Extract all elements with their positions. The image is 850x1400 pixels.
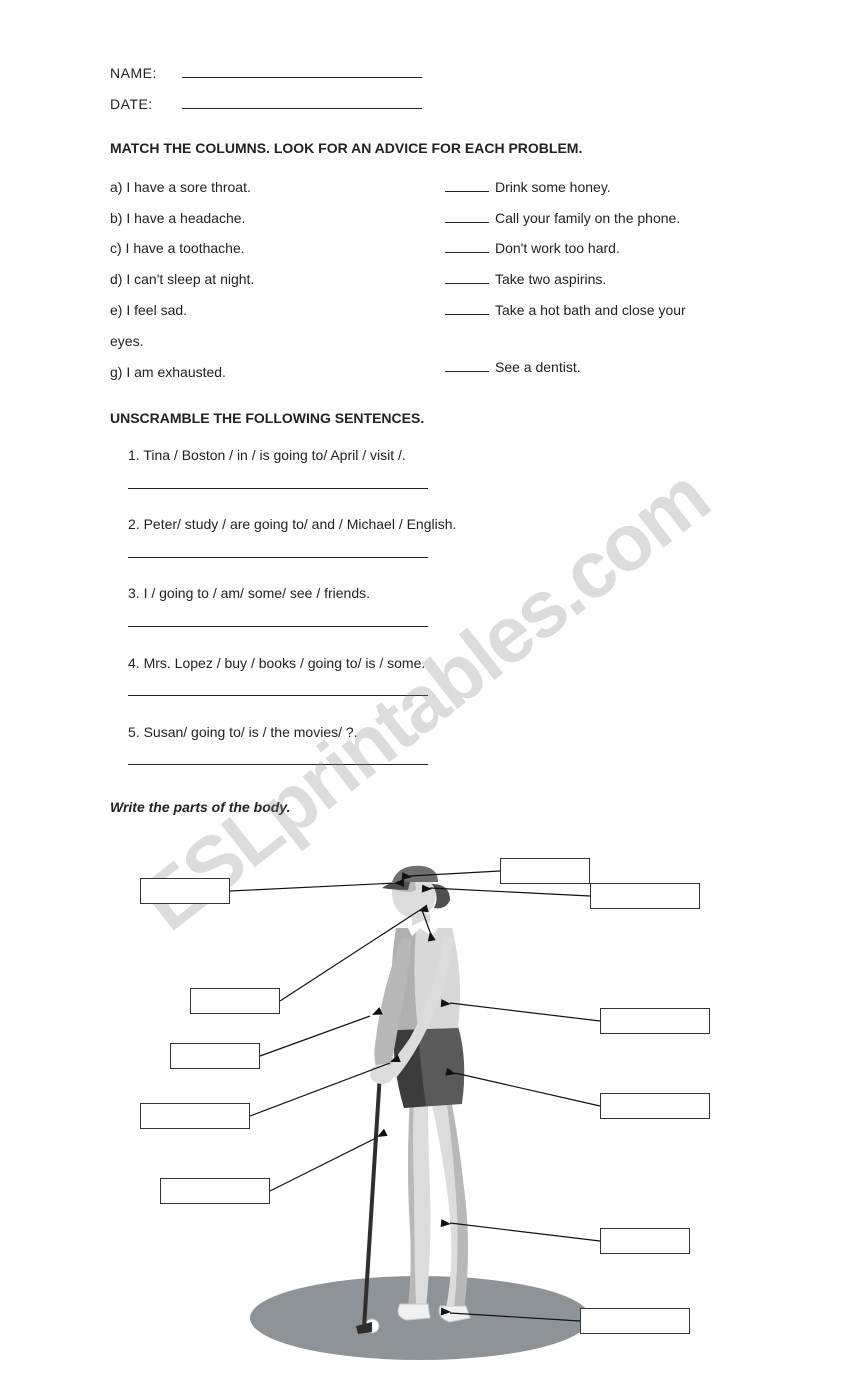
body-part-label-box[interactable] bbox=[170, 1043, 260, 1069]
unscramble-item: 2. Peter/ study / are going to/ and / Mi… bbox=[128, 511, 750, 572]
body-part-label-box[interactable] bbox=[580, 1308, 690, 1334]
answer-line[interactable] bbox=[128, 755, 428, 765]
match-left-item: g) I am exhausted. bbox=[110, 357, 415, 388]
match-left-item: e) I feel sad. bbox=[110, 295, 415, 326]
body-part-label-box[interactable] bbox=[140, 878, 230, 904]
body-part-label-box[interactable] bbox=[140, 1103, 250, 1129]
answer-blank[interactable] bbox=[445, 305, 489, 315]
date-label: DATE: bbox=[110, 91, 170, 118]
body-part-label-box[interactable] bbox=[600, 1093, 710, 1119]
match-left-item: eyes. bbox=[110, 326, 415, 357]
name-row: NAME: bbox=[110, 60, 750, 87]
answer-blank[interactable] bbox=[445, 274, 489, 284]
body-part-label-box[interactable] bbox=[500, 858, 590, 884]
date-blank-line[interactable] bbox=[182, 97, 422, 109]
name-blank-line[interactable] bbox=[182, 66, 422, 78]
answer-blank[interactable] bbox=[445, 362, 489, 372]
name-label: NAME: bbox=[110, 60, 170, 87]
date-row: DATE: bbox=[110, 91, 750, 118]
match-left-item: d) I can't sleep at night. bbox=[110, 264, 415, 295]
section2-title: UNSCRAMBLE THE FOLLOWING SENTENCES. bbox=[110, 405, 750, 432]
match-right-item: Take a hot bath and close your bbox=[445, 295, 750, 326]
answer-blank[interactable] bbox=[445, 182, 489, 192]
match-right-item: Call your family on the phone. bbox=[445, 203, 750, 234]
body-part-label-box[interactable] bbox=[590, 883, 700, 909]
answer-line[interactable] bbox=[128, 686, 428, 696]
answer-line[interactable] bbox=[128, 479, 428, 489]
match-right-item: See a dentist. bbox=[445, 352, 750, 383]
match-right-item: Don't work too hard. bbox=[445, 233, 750, 264]
answer-blank[interactable] bbox=[445, 243, 489, 253]
match-columns: a) I have a sore throat. b) I have a hea… bbox=[110, 172, 750, 388]
answer-line[interactable] bbox=[128, 548, 428, 558]
body-diagram bbox=[110, 828, 750, 1368]
unscramble-item: 5. Susan/ going to/ is / the movies/ ?. bbox=[128, 719, 750, 780]
body-part-label-box[interactable] bbox=[600, 1228, 690, 1254]
match-right-col: Drink some honey. Call your family on th… bbox=[445, 172, 750, 388]
section3-title: Write the parts of the body. bbox=[110, 794, 750, 821]
section1-title: MATCH THE COLUMNS. LOOK FOR AN ADVICE FO… bbox=[110, 135, 750, 162]
answer-blank[interactable] bbox=[445, 213, 489, 223]
body-part-label-box[interactable] bbox=[160, 1178, 270, 1204]
match-left-item: b) I have a headache. bbox=[110, 203, 415, 234]
match-right-item bbox=[445, 326, 750, 353]
match-left-item: a) I have a sore throat. bbox=[110, 172, 415, 203]
match-left-item: c) I have a toothache. bbox=[110, 233, 415, 264]
body-part-label-box[interactable] bbox=[600, 1008, 710, 1034]
match-right-item: Drink some honey. bbox=[445, 172, 750, 203]
match-right-item: Take two aspirins. bbox=[445, 264, 750, 295]
unscramble-item: 1. Tina / Boston / in / is going to/ Apr… bbox=[128, 442, 750, 503]
unscramble-item: 4. Mrs. Lopez / buy / books / going to/ … bbox=[128, 650, 750, 711]
unscramble-item: 3. I / going to / am/ some/ see / friend… bbox=[128, 580, 750, 641]
answer-line[interactable] bbox=[128, 617, 428, 627]
body-part-label-box[interactable] bbox=[190, 988, 280, 1014]
match-left-col: a) I have a sore throat. b) I have a hea… bbox=[110, 172, 415, 388]
